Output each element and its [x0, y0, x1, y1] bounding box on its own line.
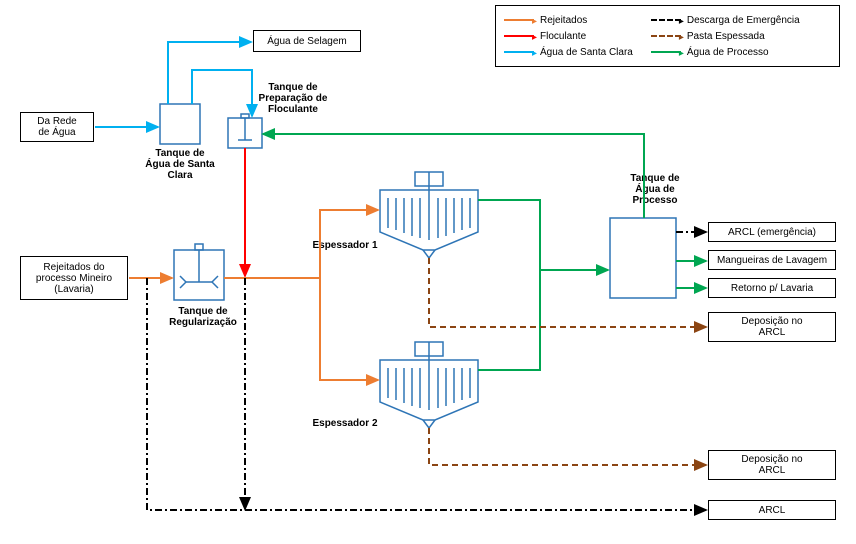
thickener-2-icon [380, 342, 478, 428]
tank-processo-icon [610, 218, 676, 298]
legend-col-right: ▸ Descarga de Emergência ▸ Pasta Espessa… [651, 12, 800, 60]
node-arcl-emerg: ARCL (emergência) [708, 222, 836, 242]
node-depos2: Deposição no ARCL [708, 450, 836, 480]
flow-sc-to-floc [192, 70, 252, 116]
legend-box: ▸ Rejeitados ▸ Floculante ▸ Água de Sant… [495, 5, 840, 67]
flow-esp2-to-proc [478, 270, 540, 370]
node-agua-selagem: Água de Selagem [253, 30, 361, 52]
legend-label: Água de Processo [687, 47, 769, 58]
diagram-canvas: ▸ Rejeitados ▸ Floculante ▸ Água de Sant… [0, 0, 856, 544]
node-da-rede: Da Rede de Água [20, 112, 94, 142]
legend-swatch: ▸ [651, 35, 681, 37]
legend-item-floculante: ▸ Floculante [504, 28, 633, 44]
legend-label: Descarga de Emergência [687, 15, 800, 26]
legend-item-agua-sc: ▸ Água de Santa Clara [504, 44, 633, 60]
legend-item-agua-proc: ▸ Água de Processo [651, 44, 800, 60]
flow-esp1-to-dep [429, 258, 706, 327]
node-arcl: ARCL [708, 500, 836, 520]
node-rejeitados: Rejeitados do processo Mineiro (Lavaria) [20, 256, 128, 300]
tank-regularizacao-icon [174, 244, 224, 300]
legend-item-pasta: ▸ Pasta Espessada [651, 28, 800, 44]
legend-label: Água de Santa Clara [540, 47, 633, 58]
label-tanque-reg: Tanque de Regularização [160, 306, 246, 328]
label-tanque-proc: Tanque de Água de Processo [620, 173, 690, 206]
node-retorno: Retorno p/ Lavaria [708, 278, 836, 298]
legend-item-rejeitados: ▸ Rejeitados [504, 12, 633, 28]
thickener-1-icon [380, 172, 478, 258]
node-mangueiras: Mangueiras de Lavagem [708, 250, 836, 270]
legend-col-left: ▸ Rejeitados ▸ Floculante ▸ Água de Sant… [504, 12, 633, 60]
label-tanque-floc: Tanque de Preparação de Floculante [251, 82, 335, 115]
legend-swatch: ▸ [504, 19, 534, 21]
flow-esp2-to-dep [429, 428, 706, 465]
flow-sc-to-selagem [168, 42, 251, 104]
legend-label: Pasta Espessada [687, 31, 765, 42]
label-tanque-sc: Tanque de Água de Santa Clara [137, 148, 223, 181]
legend-label: Floculante [540, 31, 586, 42]
tank-floculante-icon [228, 114, 262, 148]
flow-proc-to-floc [263, 134, 644, 218]
legend-swatch: ▸ [504, 35, 534, 37]
label-esp1: Espessador 1 [305, 240, 385, 251]
tank-santa-clara-icon [160, 104, 200, 144]
flow-split-to-esp2 [320, 278, 378, 380]
flow-esp1-to-proc [478, 200, 608, 270]
legend-item-descarga: ▸ Descarga de Emergência [651, 12, 800, 28]
node-depos1: Deposição no ARCL [708, 312, 836, 342]
legend-swatch: ▸ [651, 51, 681, 53]
legend-swatch: ▸ [651, 19, 681, 21]
legend-swatch: ▸ [504, 51, 534, 53]
label-esp2: Espessador 2 [305, 418, 385, 429]
legend-label: Rejeitados [540, 15, 587, 26]
